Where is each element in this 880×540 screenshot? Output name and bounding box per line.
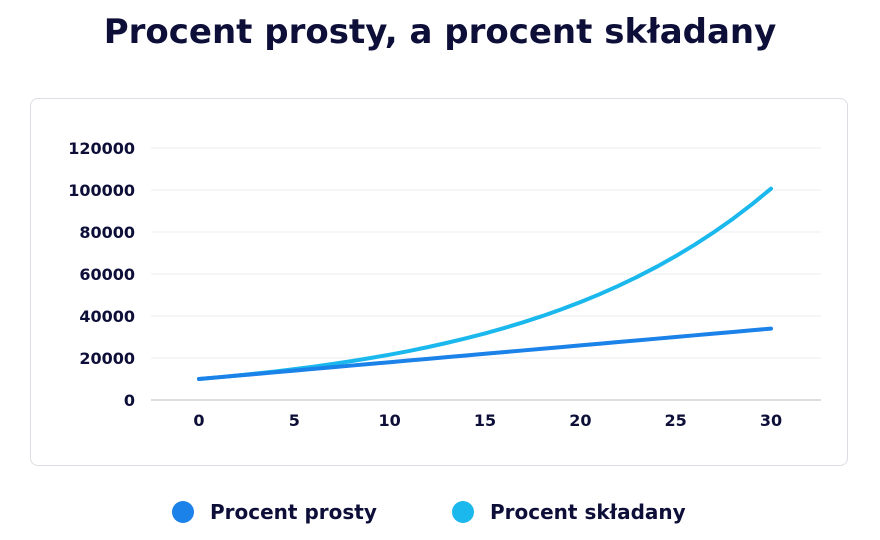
series-line-procent-skladany [197,186,773,381]
x-tick-label: 0 [193,411,204,430]
legend-item-procent-prosty: Procent prosty [172,500,377,524]
chart-card: 0 20000 40000 60000 80000 100000 120000 0 5 10 15 2… [30,98,848,466]
legend-label-procent-prosty: Procent prosty [210,500,377,524]
legend-swatch-procent-prosty [172,501,194,523]
y-tick-label: 0 [124,391,135,410]
x-tick-label: 10 [379,411,401,430]
y-tick-label: 20000 [79,349,135,368]
chart-title: Procent prosty, a procent składany [103,12,777,52]
x-tick-label: 15 [474,411,496,430]
x-tick-label: 20 [569,411,591,430]
legend-swatch-procent-skladany [452,501,474,523]
series-line-procent-prosty [197,326,773,381]
chart-legend: Procent prosty Procent składany [0,500,880,530]
y-tick-label: 100000 [68,181,135,200]
y-tick-label: 40000 [79,307,135,326]
y-tick-label: 60000 [79,265,135,284]
line-chart: 0 20000 40000 60000 80000 100000 120000 0 5 10 15 2… [68,139,821,430]
y-tick-label: 120000 [68,139,135,158]
legend-item-procent-skladany: Procent składany [452,500,686,524]
y-tick-label: 80000 [79,223,135,242]
x-tick-label: 30 [760,411,782,430]
x-tick-label: 25 [665,411,687,430]
legend-label-procent-skladany: Procent składany [490,500,686,524]
x-tick-label: 5 [289,411,300,430]
